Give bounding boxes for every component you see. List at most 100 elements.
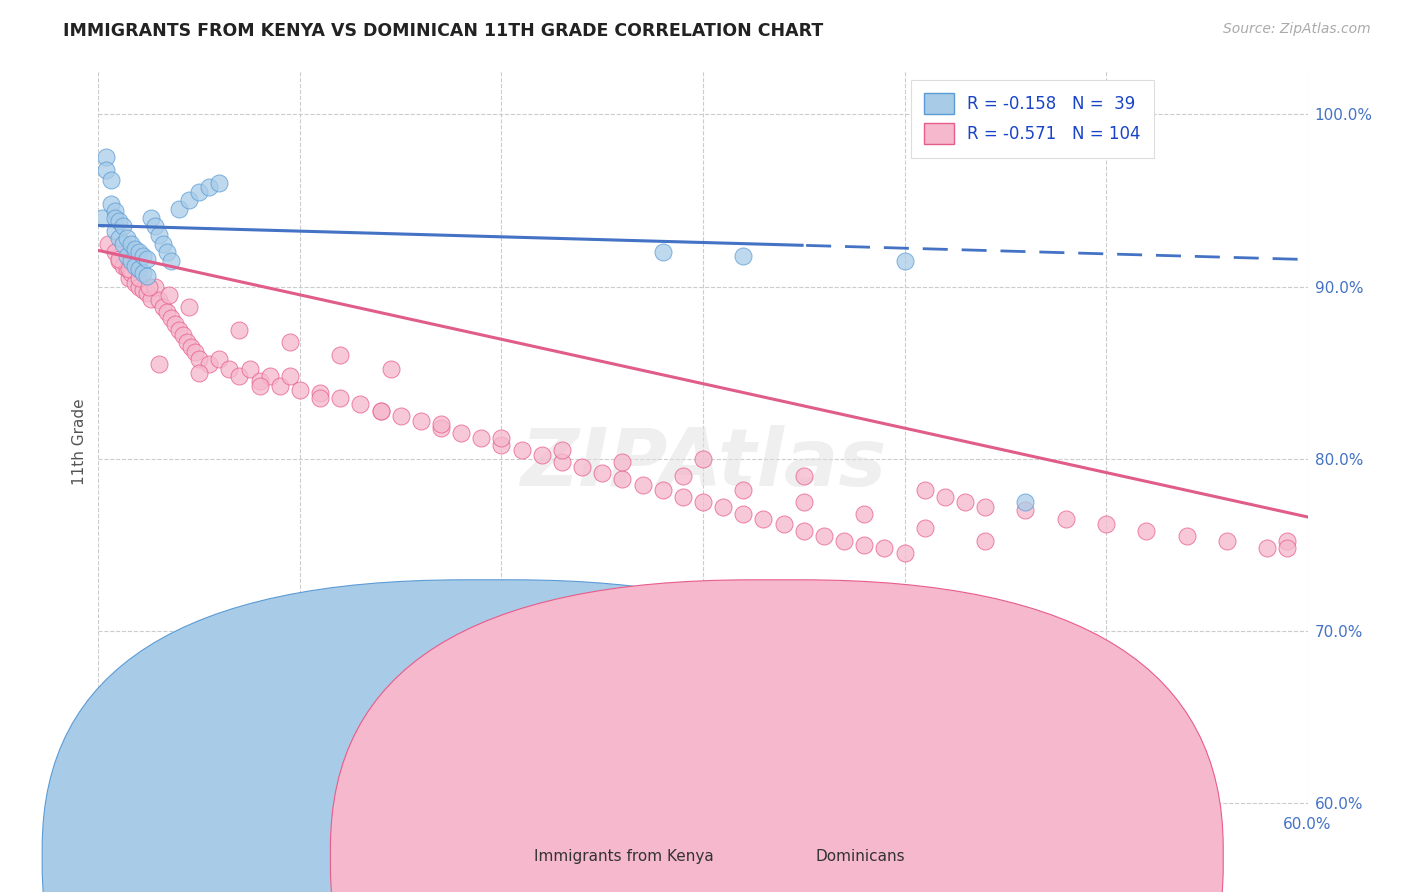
Point: [124, 276, 146, 290]
Point: [135, 252, 157, 266]
Point: [752, 512, 775, 526]
Point: [124, 259, 146, 273]
Point: [124, 242, 146, 256]
Point: [793, 524, 815, 538]
Point: [974, 534, 997, 549]
Point: [139, 211, 162, 225]
Point: [188, 366, 211, 380]
Point: [100, 197, 122, 211]
Point: [167, 202, 190, 216]
Point: [115, 249, 138, 263]
Point: [934, 490, 956, 504]
Point: [278, 334, 301, 349]
Point: [188, 351, 211, 366]
Legend: R = -0.158   N =  39, R = -0.571   N = 104: R = -0.158 N = 39, R = -0.571 N = 104: [911, 79, 1154, 158]
Point: [309, 386, 332, 401]
Point: [370, 403, 392, 417]
Text: IMMIGRANTS FROM KENYA VS DOMINICAN 11TH GRADE CORRELATION CHART: IMMIGRANTS FROM KENYA VS DOMINICAN 11TH …: [63, 22, 824, 40]
Point: [1277, 534, 1299, 549]
Point: [120, 253, 142, 268]
Point: [733, 483, 755, 497]
Text: Dominicans: Dominicans: [815, 849, 905, 863]
Text: Source: ZipAtlas.com: Source: ZipAtlas.com: [1223, 22, 1371, 37]
Point: [278, 369, 301, 384]
Point: [309, 392, 332, 406]
Point: [631, 477, 654, 491]
Point: [228, 369, 250, 384]
Point: [1135, 524, 1157, 538]
Point: [329, 392, 352, 406]
Point: [1256, 541, 1278, 556]
Point: [491, 438, 513, 452]
Point: [259, 369, 281, 384]
Point: [176, 334, 198, 349]
Point: [672, 469, 695, 483]
Point: [143, 219, 166, 234]
Point: [139, 292, 162, 306]
Point: [651, 245, 673, 260]
Point: [853, 538, 876, 552]
Point: [172, 327, 194, 342]
Point: [1014, 495, 1036, 509]
Point: [893, 546, 915, 560]
Point: [103, 245, 125, 260]
Point: [380, 362, 402, 376]
Point: [157, 288, 180, 302]
Point: [167, 323, 190, 337]
Point: [612, 472, 634, 486]
Point: [793, 495, 815, 509]
Point: [239, 362, 262, 376]
Point: [832, 534, 855, 549]
Point: [974, 500, 997, 514]
Point: [389, 409, 412, 423]
Point: [148, 293, 170, 308]
Point: [510, 443, 533, 458]
Point: [1277, 541, 1299, 556]
Point: [135, 286, 157, 301]
Point: [1014, 503, 1036, 517]
Point: [208, 351, 231, 366]
Point: [733, 507, 755, 521]
Point: [591, 466, 613, 480]
Point: [128, 279, 150, 293]
Point: [470, 431, 492, 445]
Point: [914, 521, 936, 535]
Point: [772, 517, 794, 532]
Point: [115, 262, 138, 277]
Point: [179, 194, 201, 208]
Point: [138, 279, 160, 293]
Point: [853, 507, 876, 521]
Point: [692, 495, 714, 509]
Point: [1175, 529, 1198, 543]
Point: [249, 379, 271, 393]
Point: [103, 225, 125, 239]
Point: [148, 227, 170, 242]
Point: [218, 362, 240, 376]
Point: [914, 483, 936, 497]
Point: [103, 211, 125, 225]
Point: [288, 383, 311, 397]
Point: [156, 245, 179, 260]
Point: [107, 253, 129, 268]
Point: [450, 425, 472, 440]
Point: [530, 448, 553, 462]
Point: [107, 231, 129, 245]
Point: [228, 323, 250, 337]
Point: [107, 252, 129, 266]
Point: [132, 283, 155, 297]
Point: [1095, 517, 1118, 532]
Point: [733, 249, 755, 263]
Point: [188, 185, 211, 199]
Y-axis label: 11th Grade: 11th Grade: [72, 398, 87, 485]
Point: [430, 421, 453, 435]
Point: [96, 162, 118, 177]
Point: [430, 417, 453, 432]
Point: [198, 357, 221, 371]
Point: [184, 345, 207, 359]
Point: [551, 443, 574, 458]
Point: [198, 179, 221, 194]
Point: [349, 397, 371, 411]
Point: [148, 357, 170, 371]
Point: [91, 211, 114, 225]
Point: [152, 236, 174, 251]
